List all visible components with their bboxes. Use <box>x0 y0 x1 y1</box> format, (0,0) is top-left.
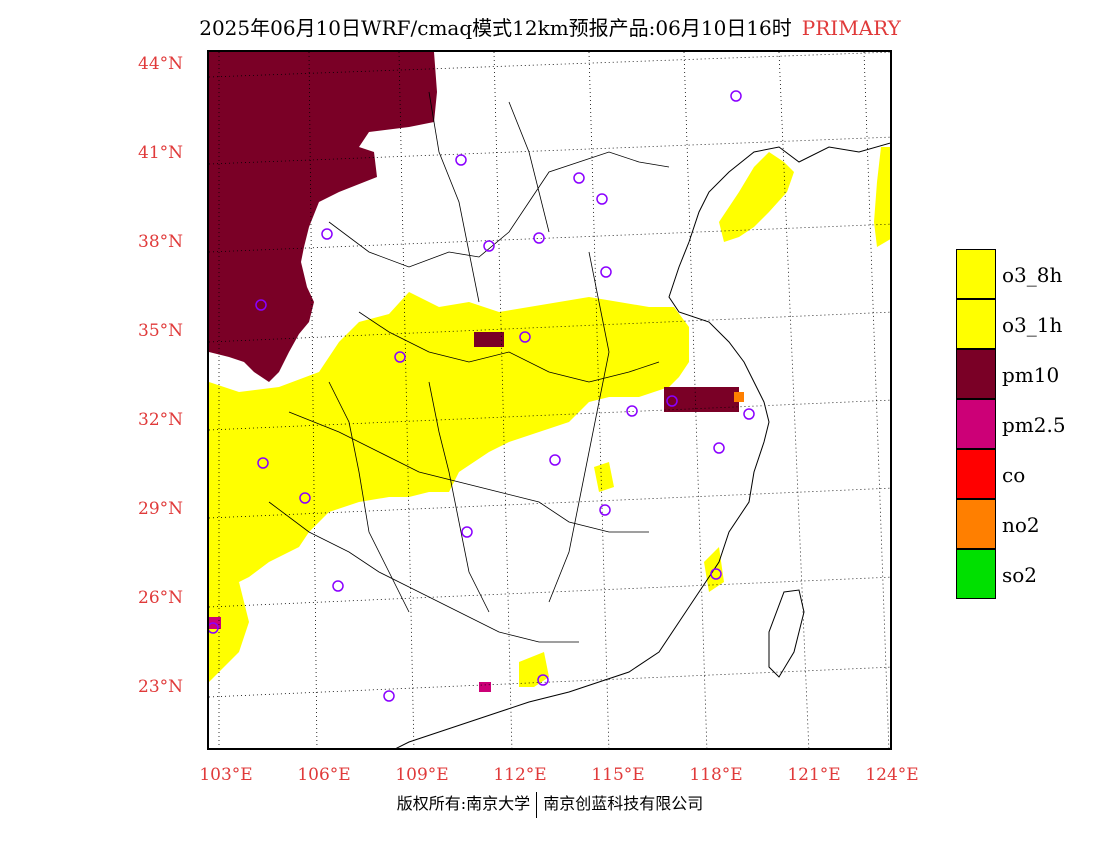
lat-label-32: 32°N <box>138 410 184 430</box>
lat-label-35: 35°N <box>138 321 184 341</box>
pm10-patch-hunan <box>474 332 504 347</box>
footer-separator <box>536 791 538 818</box>
legend-label-no2: no2 <box>1002 513 1040 537</box>
graticule <box>209 52 890 748</box>
pm10-region-west <box>209 272 279 352</box>
footer-right: 南京创蓝科技有限公司 <box>543 794 704 813</box>
lat-label-44: 44°N <box>138 54 184 74</box>
lat-label-29: 29°N <box>138 499 184 519</box>
legend-swatch-so2 <box>956 549 996 599</box>
pm25-patch-guangdong <box>479 682 491 692</box>
lon-label-115: 115°E <box>591 765 645 785</box>
lon-label-103: 103°E <box>199 765 253 785</box>
legend-label-pm10: pm10 <box>1002 363 1060 387</box>
legend-swatch-pm10 <box>956 349 996 399</box>
lat-label-41: 41°N <box>138 143 184 163</box>
map-title: 2025年06月10日WRF/cmaq模式12km预报产品:06月10日16时 P… <box>0 12 1100 41</box>
legend-label-pm25: pm2.5 <box>1002 413 1066 437</box>
forecast-map <box>207 50 892 750</box>
lat-label-26: 26°N <box>138 588 184 608</box>
legend-label-co: co <box>1002 463 1026 487</box>
legend-label-o3-8h: o3_8h <box>1002 263 1063 287</box>
lon-label-112: 112°E <box>493 765 547 785</box>
title-text: 2025年06月10日WRF/cmaq模式12km预报产品:06月10日16时 <box>199 16 792 40</box>
map-canvas <box>209 52 890 748</box>
copyright-footer: 版权所有:南京大学 南京创蓝科技有限公司 <box>0 790 1100 818</box>
coastline <box>395 142 890 748</box>
province-lines <box>268 91 670 643</box>
o3-region-northeast <box>719 152 794 242</box>
legend-swatch-no2 <box>956 499 996 549</box>
lon-label-124: 124°E <box>865 765 919 785</box>
title-mode: PRIMARY <box>801 16 901 40</box>
lon-label-106: 106°E <box>297 765 351 785</box>
station-markers <box>209 90 755 702</box>
o3-region-south <box>519 652 549 687</box>
o3-region-east-edge <box>874 147 890 247</box>
o3-region-jiangxi <box>594 462 614 492</box>
legend-swatch-o3-8h <box>956 249 996 299</box>
legend-swatch-o3-1h <box>956 299 996 349</box>
no2-patch-shanghai <box>734 392 744 402</box>
lon-label-109: 109°E <box>395 765 449 785</box>
lon-label-121: 121°E <box>787 765 841 785</box>
o3-region-central <box>209 292 689 592</box>
legend-label-so2: so2 <box>1002 563 1038 587</box>
footer-left: 版权所有:南京大学 <box>396 794 531 813</box>
lon-label-118: 118°E <box>689 765 743 785</box>
lat-label-23: 23°N <box>138 677 184 697</box>
taiwan-outline <box>768 589 805 678</box>
legend-label-o3-1h: o3_1h <box>1002 313 1063 337</box>
legend-swatch-co <box>956 449 996 499</box>
lat-label-38: 38°N <box>138 232 184 252</box>
legend-swatch-pm25 <box>956 399 996 449</box>
